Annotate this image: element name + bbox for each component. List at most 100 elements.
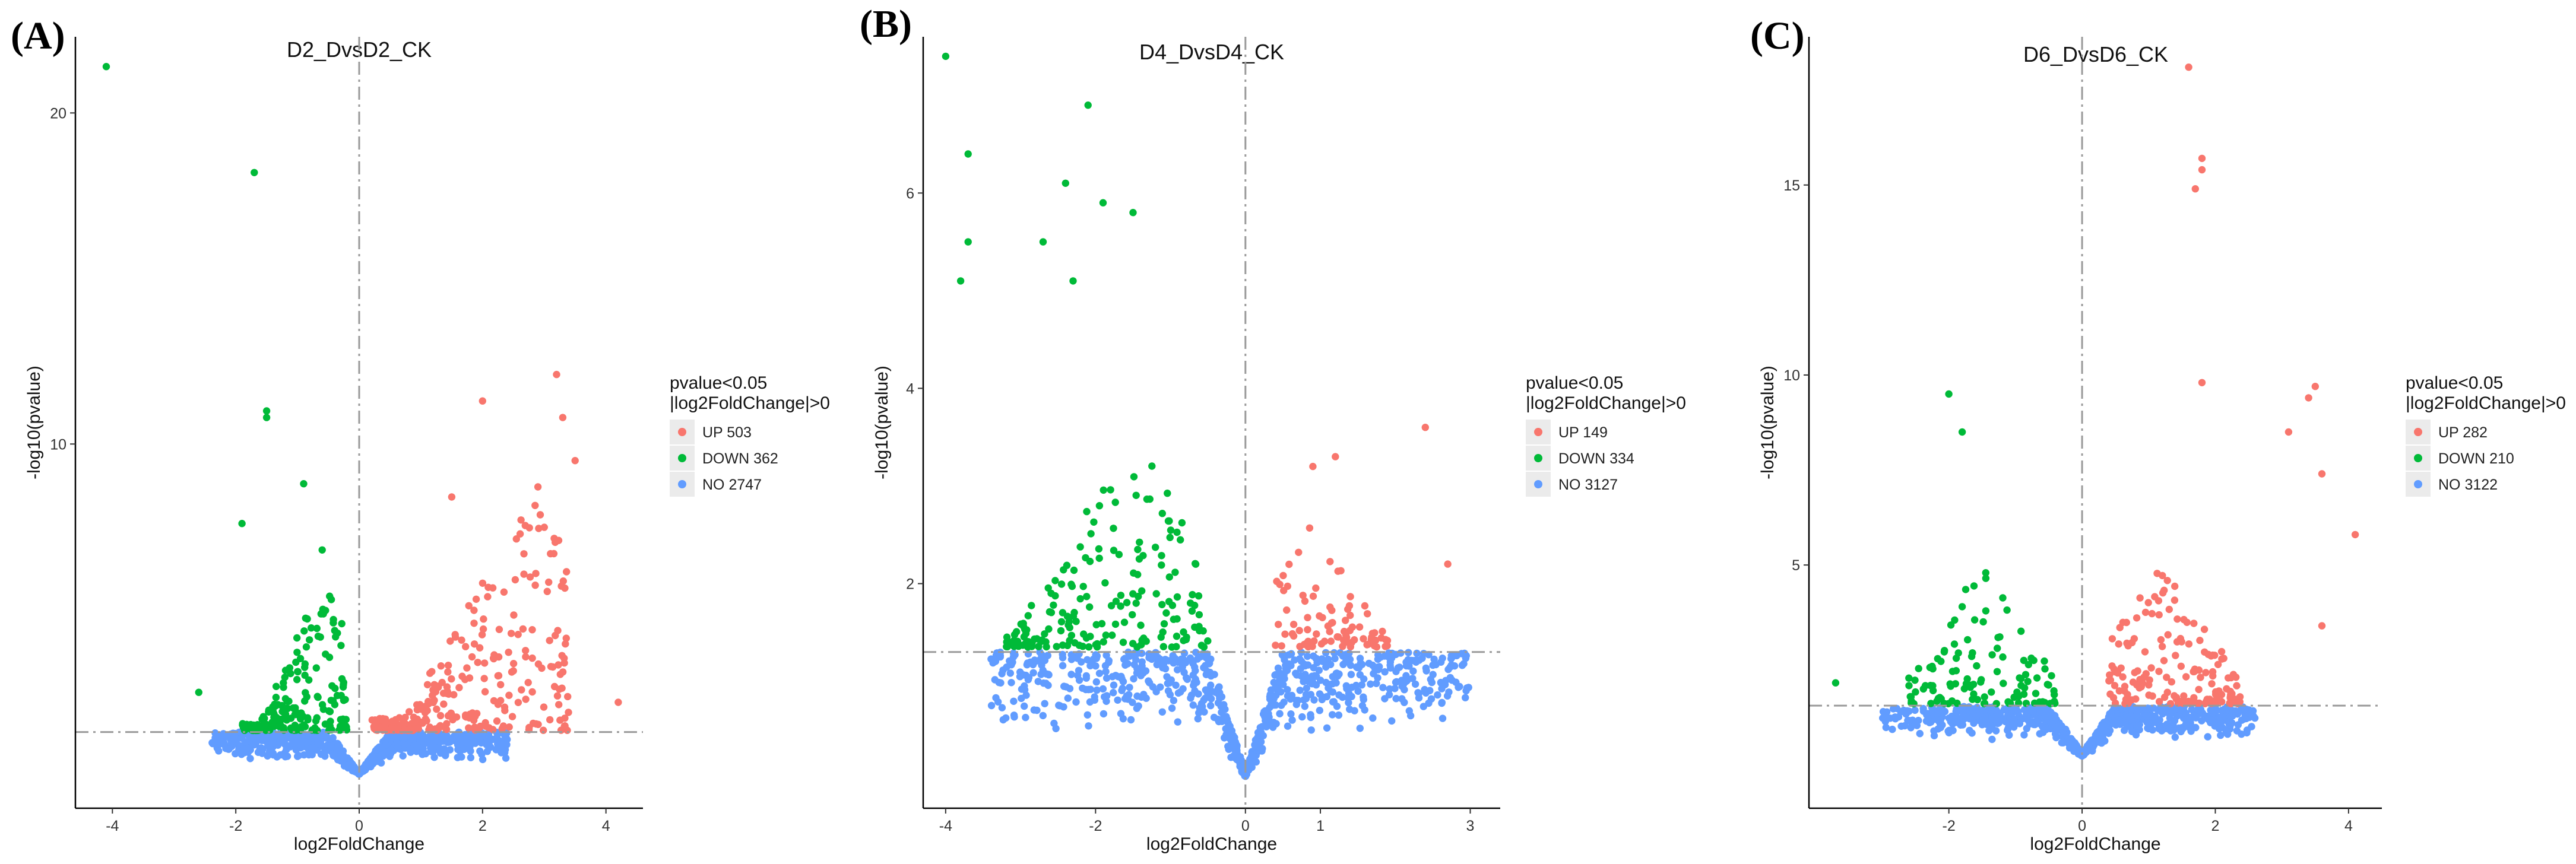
no-point: [1165, 657, 1173, 665]
no-point: [1307, 726, 1315, 734]
no-point: [2142, 713, 2150, 720]
up-point: [564, 693, 572, 701]
down-point: [1982, 574, 1990, 582]
no-point: [1044, 681, 1052, 690]
legend-title: pvalue<0.05: [2406, 373, 2503, 393]
no-point: [1303, 684, 1310, 693]
no-point: [1438, 655, 1446, 662]
down-point: [1079, 643, 1087, 650]
down-point: [1140, 634, 1148, 642]
panel-b: (B) D4_DvsD4_CK -4 -2 0 1 3 2 4 6 log2FoldChange -l…: [860, 2, 1686, 854]
down-point: [1948, 668, 1957, 675]
no-point: [1121, 655, 1129, 662]
no-point: [1075, 666, 1083, 675]
no-point: [414, 743, 422, 751]
down-point: [2024, 678, 2032, 685]
no-point: [2238, 716, 2246, 724]
no-point: [295, 752, 303, 760]
no-point: [1041, 656, 1049, 665]
no-point: [1189, 701, 1197, 709]
down-point: [1053, 643, 1060, 650]
no-point: [1276, 710, 1284, 717]
up-point: [389, 725, 397, 732]
down-point: [1139, 552, 1147, 560]
down-point: [1958, 603, 1966, 611]
no-point: [1085, 722, 1092, 730]
down-point: [1945, 390, 1953, 398]
up-point: [2351, 531, 2359, 539]
no-point: [1278, 651, 1286, 659]
legend-up-marker: [2414, 428, 2422, 436]
no-point: [1335, 711, 1343, 719]
no-point: [292, 746, 300, 754]
no-point: [2096, 727, 2105, 735]
no-point: [1148, 655, 1156, 663]
up-point: [1273, 577, 1281, 585]
up-point: [480, 615, 487, 623]
up-point: [1295, 627, 1303, 634]
no-point: [1006, 657, 1013, 665]
down-point: [1192, 560, 1199, 567]
no-point: [2118, 705, 2125, 713]
no-point: [305, 751, 313, 759]
up-point: [2157, 636, 2165, 644]
down-point: [956, 277, 965, 285]
up-point: [1289, 621, 1298, 628]
up-point: [1333, 633, 1341, 641]
down-point: [1102, 631, 1110, 639]
no-point: [1907, 724, 1915, 732]
down-point: [1129, 209, 1137, 217]
down-point: [1115, 551, 1123, 558]
down-point: [293, 649, 301, 656]
up-point: [1364, 610, 1371, 618]
no-point: [2169, 706, 2178, 714]
down-point: [1937, 657, 1945, 665]
no-point: [1398, 695, 1406, 703]
up-point: [422, 703, 429, 710]
no-point: [387, 746, 395, 754]
down-point: [336, 726, 344, 734]
no-point: [1229, 735, 1237, 744]
no-point: [1075, 676, 1083, 684]
up-point: [2185, 63, 2192, 71]
up-point: [471, 723, 479, 731]
up-point: [1379, 627, 1386, 636]
up-point: [2137, 683, 2145, 691]
no-point: [442, 752, 449, 760]
x-tick-label: 3: [1466, 818, 1475, 834]
down-point: [1024, 612, 1032, 620]
no-point: [1988, 735, 1996, 744]
no-point: [1050, 719, 1058, 728]
down-point: [2041, 665, 2049, 673]
down-point: [272, 694, 280, 701]
down-point: [195, 688, 202, 696]
down-point: [964, 238, 972, 246]
no-point: [1421, 685, 1428, 694]
up-point: [558, 652, 566, 660]
down-point: [1111, 620, 1120, 628]
no-point: [1420, 703, 1427, 710]
no-point: [1249, 751, 1256, 759]
down-point: [301, 671, 309, 679]
down-point: [1199, 627, 1207, 635]
down-point: [329, 615, 337, 624]
up-point: [2121, 682, 2129, 690]
no-point: [1315, 666, 1323, 674]
up-point: [382, 719, 389, 728]
data-points: [102, 63, 622, 779]
up-point: [2190, 668, 2198, 675]
down-point: [2032, 690, 2040, 697]
no-point: [1102, 668, 1110, 676]
up-point: [2141, 608, 2150, 617]
no-point: [1288, 691, 1296, 700]
no-point: [2023, 725, 2030, 733]
down-point: [1092, 621, 1100, 628]
no-point: [2233, 727, 2241, 735]
no-point: [291, 741, 299, 748]
up-point: [2177, 662, 2185, 671]
down-point: [1182, 636, 1190, 644]
no-point: [1985, 726, 1993, 735]
down-point: [1152, 544, 1159, 551]
down-point: [292, 658, 300, 666]
up-point: [465, 602, 473, 609]
